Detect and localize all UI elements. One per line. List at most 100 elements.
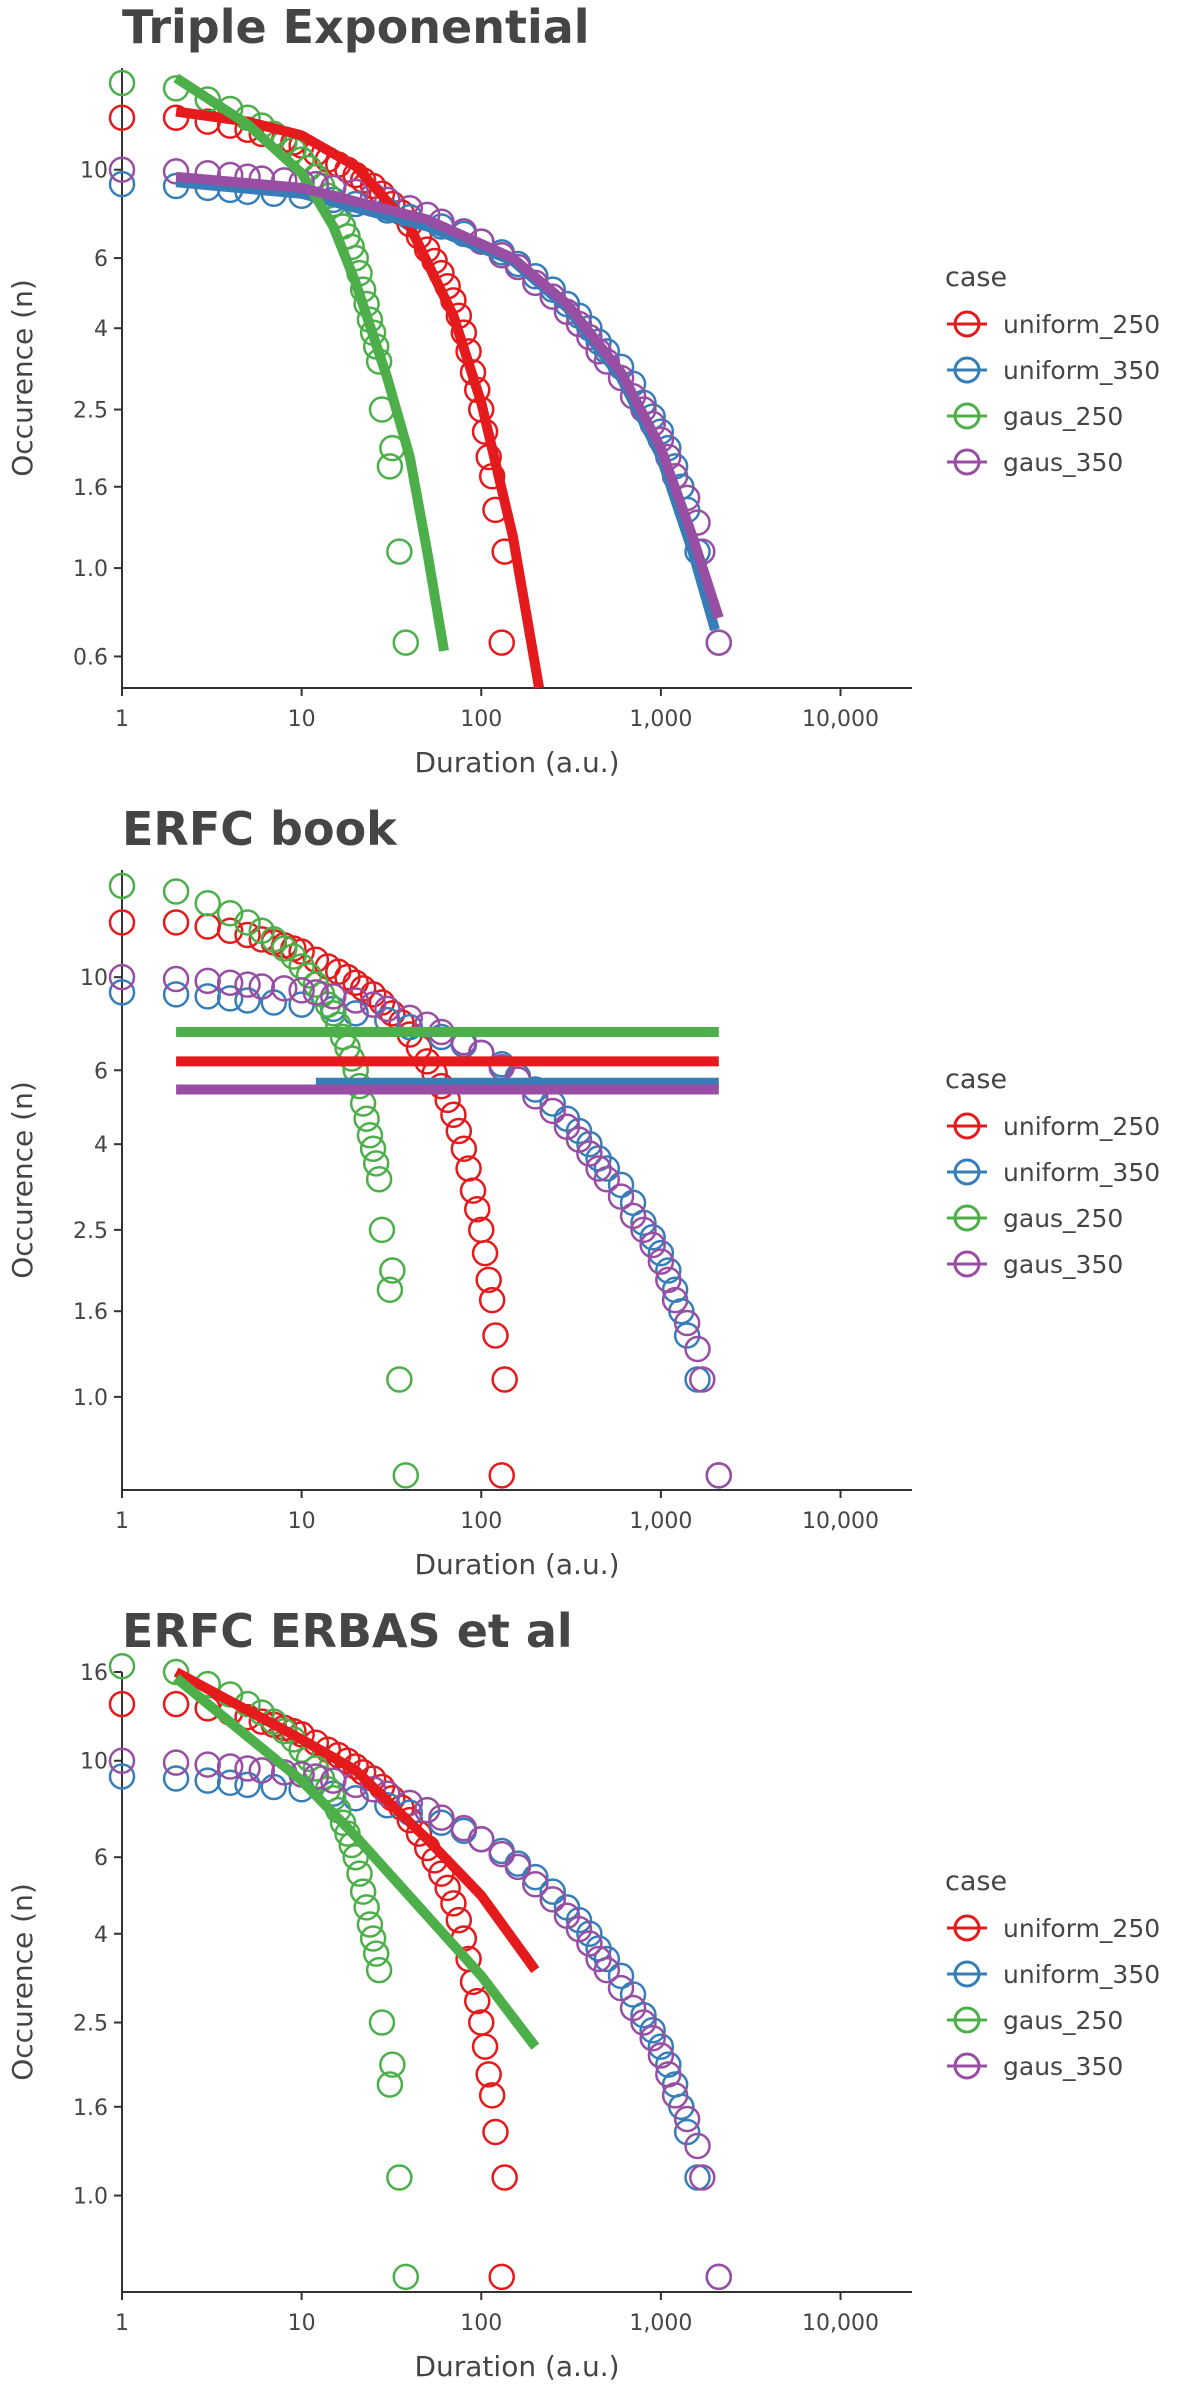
- data-point: [362, 1150, 390, 1177]
- legend-item-uniform-250[interactable]: uniform_250: [945, 1909, 1160, 1955]
- data-point: [320, 1000, 347, 1027]
- x-tick-label: 10: [288, 1509, 316, 1534]
- data-point: [689, 2164, 716, 2191]
- data-point: [162, 1690, 190, 1718]
- data-point: [270, 935, 298, 962]
- data-point: [359, 991, 387, 1018]
- data-point: [445, 1117, 473, 1145]
- legend-item-gaus-250[interactable]: gaus_250: [945, 1199, 1123, 1245]
- data-point: [342, 987, 369, 1014]
- data-point: [302, 979, 330, 1006]
- data-point: [248, 1757, 276, 1784]
- y-tick-label: 6: [94, 1846, 108, 1871]
- legend-item-gaus-350[interactable]: gaus_350: [945, 2047, 1123, 2093]
- data-point: [619, 1981, 647, 2008]
- x-tick-label: 1: [115, 707, 129, 732]
- data-point: [576, 1930, 603, 1957]
- data-point: [464, 1987, 491, 2015]
- x-tick-label: 10: [288, 2311, 316, 2336]
- data-point: [386, 1366, 413, 1393]
- data-point: [464, 1195, 491, 1223]
- data-point: [162, 878, 190, 905]
- data-point: [440, 1890, 467, 1917]
- data-point: [491, 2164, 518, 2191]
- data-point: [216, 1769, 244, 1797]
- legend: case uniform_250 uniform_350 gaus_250 ga…: [945, 1064, 1160, 1291]
- data-point: [359, 1135, 387, 1163]
- data-point: [639, 2025, 666, 2052]
- legend-item-uniform-350[interactable]: uniform_350: [945, 1955, 1160, 2001]
- fit-line: [172, 1674, 540, 2050]
- x-axis-label: Duration (a.u.): [414, 1548, 619, 1581]
- data-point: [607, 1974, 635, 2002]
- legend-label: gaus_250: [1003, 2006, 1124, 2035]
- data-point: [353, 1894, 380, 1921]
- data-point: [647, 2033, 675, 2060]
- legend-title: case: [945, 1064, 1008, 1095]
- data-point: [593, 1945, 621, 1973]
- data-point: [379, 1257, 406, 1284]
- data-point: [428, 1809, 455, 1837]
- data-point: [491, 1366, 518, 1393]
- legend-item-gaus-350[interactable]: gaus_350: [945, 1245, 1123, 1291]
- legend-label: uniform_350: [1003, 356, 1161, 385]
- data-point: [647, 1248, 675, 1275]
- legend-item-gaus-250[interactable]: gaus_250: [945, 397, 1123, 443]
- data-point: [216, 969, 244, 996]
- data-point: [471, 2033, 499, 2060]
- y-tick-label: 1.6: [73, 1300, 108, 1325]
- legend-label: uniform_250: [1003, 1914, 1161, 1943]
- y-tick-label: 2.5: [73, 2012, 108, 2037]
- data-point: [468, 1825, 495, 1853]
- data-point: [386, 538, 413, 565]
- data-point: [673, 2105, 701, 2133]
- data-point: [108, 69, 136, 97]
- data-point: [342, 1843, 369, 1871]
- data-point: [162, 909, 190, 936]
- data-point: [705, 1462, 733, 1489]
- y-tick-label: 0.6: [73, 645, 108, 670]
- data-point: [396, 1789, 424, 1817]
- data-point: [504, 1853, 532, 1881]
- data-point: [630, 2009, 657, 2036]
- data-point: [162, 981, 190, 1008]
- y-tick-label: 2.5: [73, 1219, 108, 1244]
- legend-item-uniform-250[interactable]: uniform_250: [945, 305, 1160, 351]
- legend-label: gaus_250: [1003, 1204, 1124, 1233]
- x-tick-label: 10: [288, 707, 316, 732]
- data-point: [673, 1309, 701, 1337]
- y-tick-label: 10: [80, 966, 108, 991]
- legend-item-gaus-250[interactable]: gaus_250: [945, 2001, 1123, 2047]
- legend: case uniform_250 uniform_350 gaus_250 ga…: [945, 262, 1160, 489]
- chart-canvas: 1 10 100 1,000 10,000 1.0 1.6 2.5 4 6 10 Duration (…: [6, 870, 912, 1581]
- data-point: [673, 2118, 701, 2146]
- legend-item-uniform-250[interactable]: uniform_250: [945, 1107, 1160, 1153]
- data-point: [374, 995, 401, 1023]
- data-point: [619, 1202, 647, 1230]
- data-point: [468, 2009, 495, 2036]
- legend-item-uniform-350[interactable]: uniform_350: [945, 1153, 1160, 1199]
- data-point: [108, 963, 136, 991]
- legend-label: gaus_350: [1003, 2052, 1124, 2081]
- data-point: [216, 917, 244, 944]
- data-point: [359, 1775, 387, 1803]
- y-axis-label: Occurence (n): [6, 1883, 39, 2081]
- data-point: [647, 2042, 675, 2069]
- data-point: [359, 172, 387, 200]
- data-point: [392, 629, 420, 656]
- legend: case uniform_250 uniform_350 gaus_250 ga…: [945, 1866, 1160, 2093]
- data-point: [216, 1753, 244, 1780]
- legend-label: gaus_250: [1003, 402, 1124, 431]
- data-point: [607, 1962, 635, 1990]
- data-point: [365, 1956, 393, 1984]
- y-tick-label: 4: [94, 317, 108, 342]
- legend-item-gaus-350[interactable]: gaus_350: [945, 443, 1123, 489]
- data-point: [162, 1749, 190, 1776]
- data-point: [108, 1652, 136, 1680]
- data-point: [349, 1090, 377, 1117]
- legend-title: case: [945, 262, 1008, 293]
- legend-item-uniform-350[interactable]: uniform_350: [945, 351, 1160, 397]
- x-tick-label: 1,000: [629, 1509, 692, 1534]
- data-point: [488, 2263, 515, 2291]
- data-point: [194, 913, 221, 940]
